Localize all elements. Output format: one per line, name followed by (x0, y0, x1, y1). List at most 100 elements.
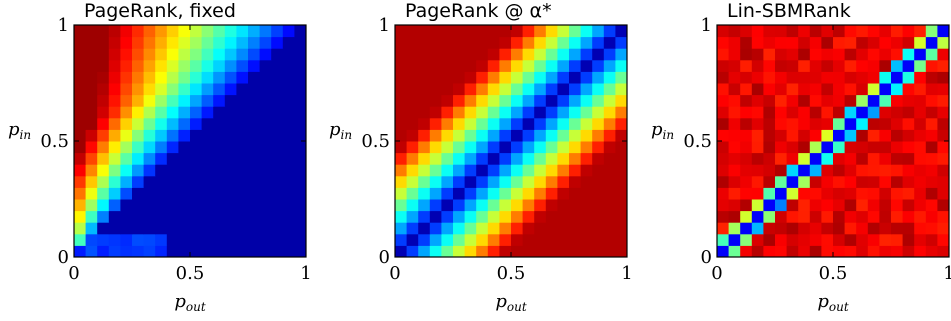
heatmap-cell (294, 36, 307, 49)
heatmap-cell (429, 117, 442, 130)
heatmap-cell (557, 59, 570, 72)
heatmap-cell (213, 175, 226, 188)
heatmap-cell (429, 71, 442, 84)
heatmap-cell (891, 245, 904, 258)
heatmap-cell (937, 210, 950, 223)
heatmap-cell (844, 233, 857, 246)
heatmap-cell (798, 245, 811, 258)
heatmap-cell (867, 48, 880, 61)
heatmap-cell (902, 164, 915, 177)
heatmap-cell (120, 106, 133, 119)
heatmap-cell (143, 106, 156, 119)
heatmap-cell (108, 83, 121, 96)
heatmap-cell (271, 222, 284, 235)
heatmap-cell (902, 187, 915, 200)
heatmap-cell (902, 175, 915, 188)
heatmap-cell (615, 210, 628, 223)
heatmap-cell (821, 48, 834, 61)
heatmap-cell (534, 141, 547, 154)
heatmap-cell (615, 245, 628, 258)
heatmap-cell (545, 48, 558, 61)
heatmap-cell (271, 106, 284, 119)
heatmap-cell (511, 222, 524, 235)
heatmap-cell (569, 152, 582, 165)
heatmap-cell (120, 141, 133, 154)
heatmap-cell (282, 117, 295, 130)
heatmap-cell (740, 141, 753, 154)
heatmap-cell (178, 141, 191, 154)
heatmap-cell (224, 117, 237, 130)
heatmap-cell (418, 117, 431, 130)
heatmap-cell (294, 199, 307, 212)
heatmap-cell (914, 48, 927, 61)
heatmap-cell (925, 233, 938, 246)
heatmap-cell (248, 129, 261, 142)
heatmap-cell (891, 83, 904, 96)
heatmap-cell (418, 210, 431, 223)
heatmap-cell (418, 83, 431, 96)
heatmap-cell (395, 129, 408, 142)
heatmap-cell (74, 83, 87, 96)
heatmap-cell (74, 210, 87, 223)
heatmap-cell (166, 117, 179, 130)
heatmap-cell (809, 187, 822, 200)
heatmap-cell (867, 222, 880, 235)
heatmap-cell (74, 25, 87, 38)
heatmap-cell (201, 94, 214, 107)
y-tick-label: 0.5 (40, 131, 69, 152)
heatmap-cell (464, 117, 477, 130)
heatmap-cell (728, 36, 741, 49)
heatmap-cell (902, 233, 915, 246)
heatmap-cell (395, 222, 408, 235)
heatmap-cell (236, 59, 249, 72)
heatmap-cell (406, 106, 419, 119)
heatmap-cell (213, 94, 226, 107)
heatmap-cell (85, 25, 98, 38)
heatmap-cell (213, 71, 226, 84)
ticks: 0 0.5 1 0 0.5 1 (40, 15, 311, 284)
heatmap-cell (879, 25, 892, 38)
heatmap-cell (569, 129, 582, 142)
heatmap-cell (603, 152, 616, 165)
heatmap-cell (476, 117, 489, 130)
heatmap-cell (937, 187, 950, 200)
heatmap-cell (569, 48, 582, 61)
heatmap-cell (856, 199, 869, 212)
heatmap-cell (464, 129, 477, 142)
heatmap-cell (271, 152, 284, 165)
heatmap-cell (717, 36, 730, 49)
heatmap-cell (879, 71, 892, 84)
heatmap-cell (453, 71, 466, 84)
heatmap-cell (925, 164, 938, 177)
heatmap-cell (190, 36, 203, 49)
heatmap-cell (914, 245, 927, 258)
heatmap-cell (891, 25, 904, 38)
heatmap-cell (914, 129, 927, 142)
heatmap-cell (418, 94, 431, 107)
heatmap-cell (155, 222, 168, 235)
heatmap-cell (418, 245, 431, 258)
heatmap-cell (569, 36, 582, 49)
heatmap-cell (406, 59, 419, 72)
heatmap-cell (85, 48, 98, 61)
heatmap-cell (786, 83, 799, 96)
heatmap-cell (569, 117, 582, 130)
heatmap-cell (522, 129, 535, 142)
heatmap-cell (557, 210, 570, 223)
x-tick-label: 1 (621, 263, 632, 284)
heatmap-cell (740, 233, 753, 246)
heatmap-cell (282, 187, 295, 200)
heatmap-cell (751, 83, 764, 96)
heatmap-cell (97, 245, 110, 258)
heatmap-cell (429, 199, 442, 212)
heatmap-cell (487, 25, 500, 38)
heatmap-cell (85, 210, 98, 223)
heatmap-cell (809, 59, 822, 72)
heatmap-cell (499, 245, 512, 258)
heatmap-cell (224, 152, 237, 165)
heatmap-cell (132, 25, 145, 38)
heatmap-cell (464, 94, 477, 107)
heatmap-cell (717, 199, 730, 212)
heatmap-cell (213, 117, 226, 130)
heatmap-cell (856, 222, 869, 235)
